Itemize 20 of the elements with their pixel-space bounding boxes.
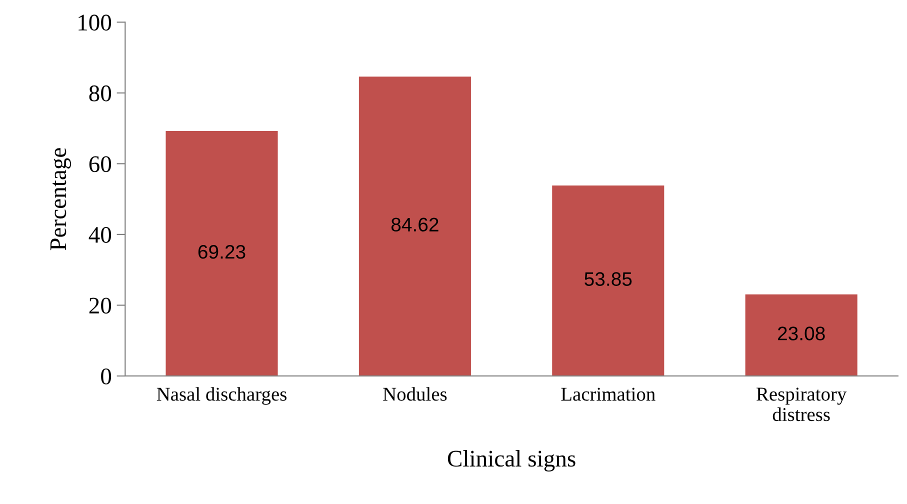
y-tick-label: 40 [88,226,112,243]
y-tick-label: 0 [101,368,112,384]
x-axis-title: Clinical signs [448,450,576,472]
y-tick-label: 80 [89,85,112,102]
x-tick-label: Nasal discharges [156,387,286,405]
data-label: 84.62 [391,218,438,232]
x-tick-label: Respiratory distress [756,388,847,422]
data-label: 69.23 [198,244,246,259]
bar [166,131,278,376]
data-label: 53.85 [584,272,632,286]
y-tick-label: 60 [89,156,112,172]
data-label: 23.08 [778,326,825,340]
x-tick-label: Lacrimation [561,388,656,401]
bar [745,294,858,376]
bar [552,185,664,376]
y-tick-label: 100 [78,14,112,31]
bar [358,76,471,376]
x-tick-label: Nodules [383,387,447,401]
y-tick-label: 20 [89,298,112,314]
y-axis-title: Percentage [50,148,71,250]
